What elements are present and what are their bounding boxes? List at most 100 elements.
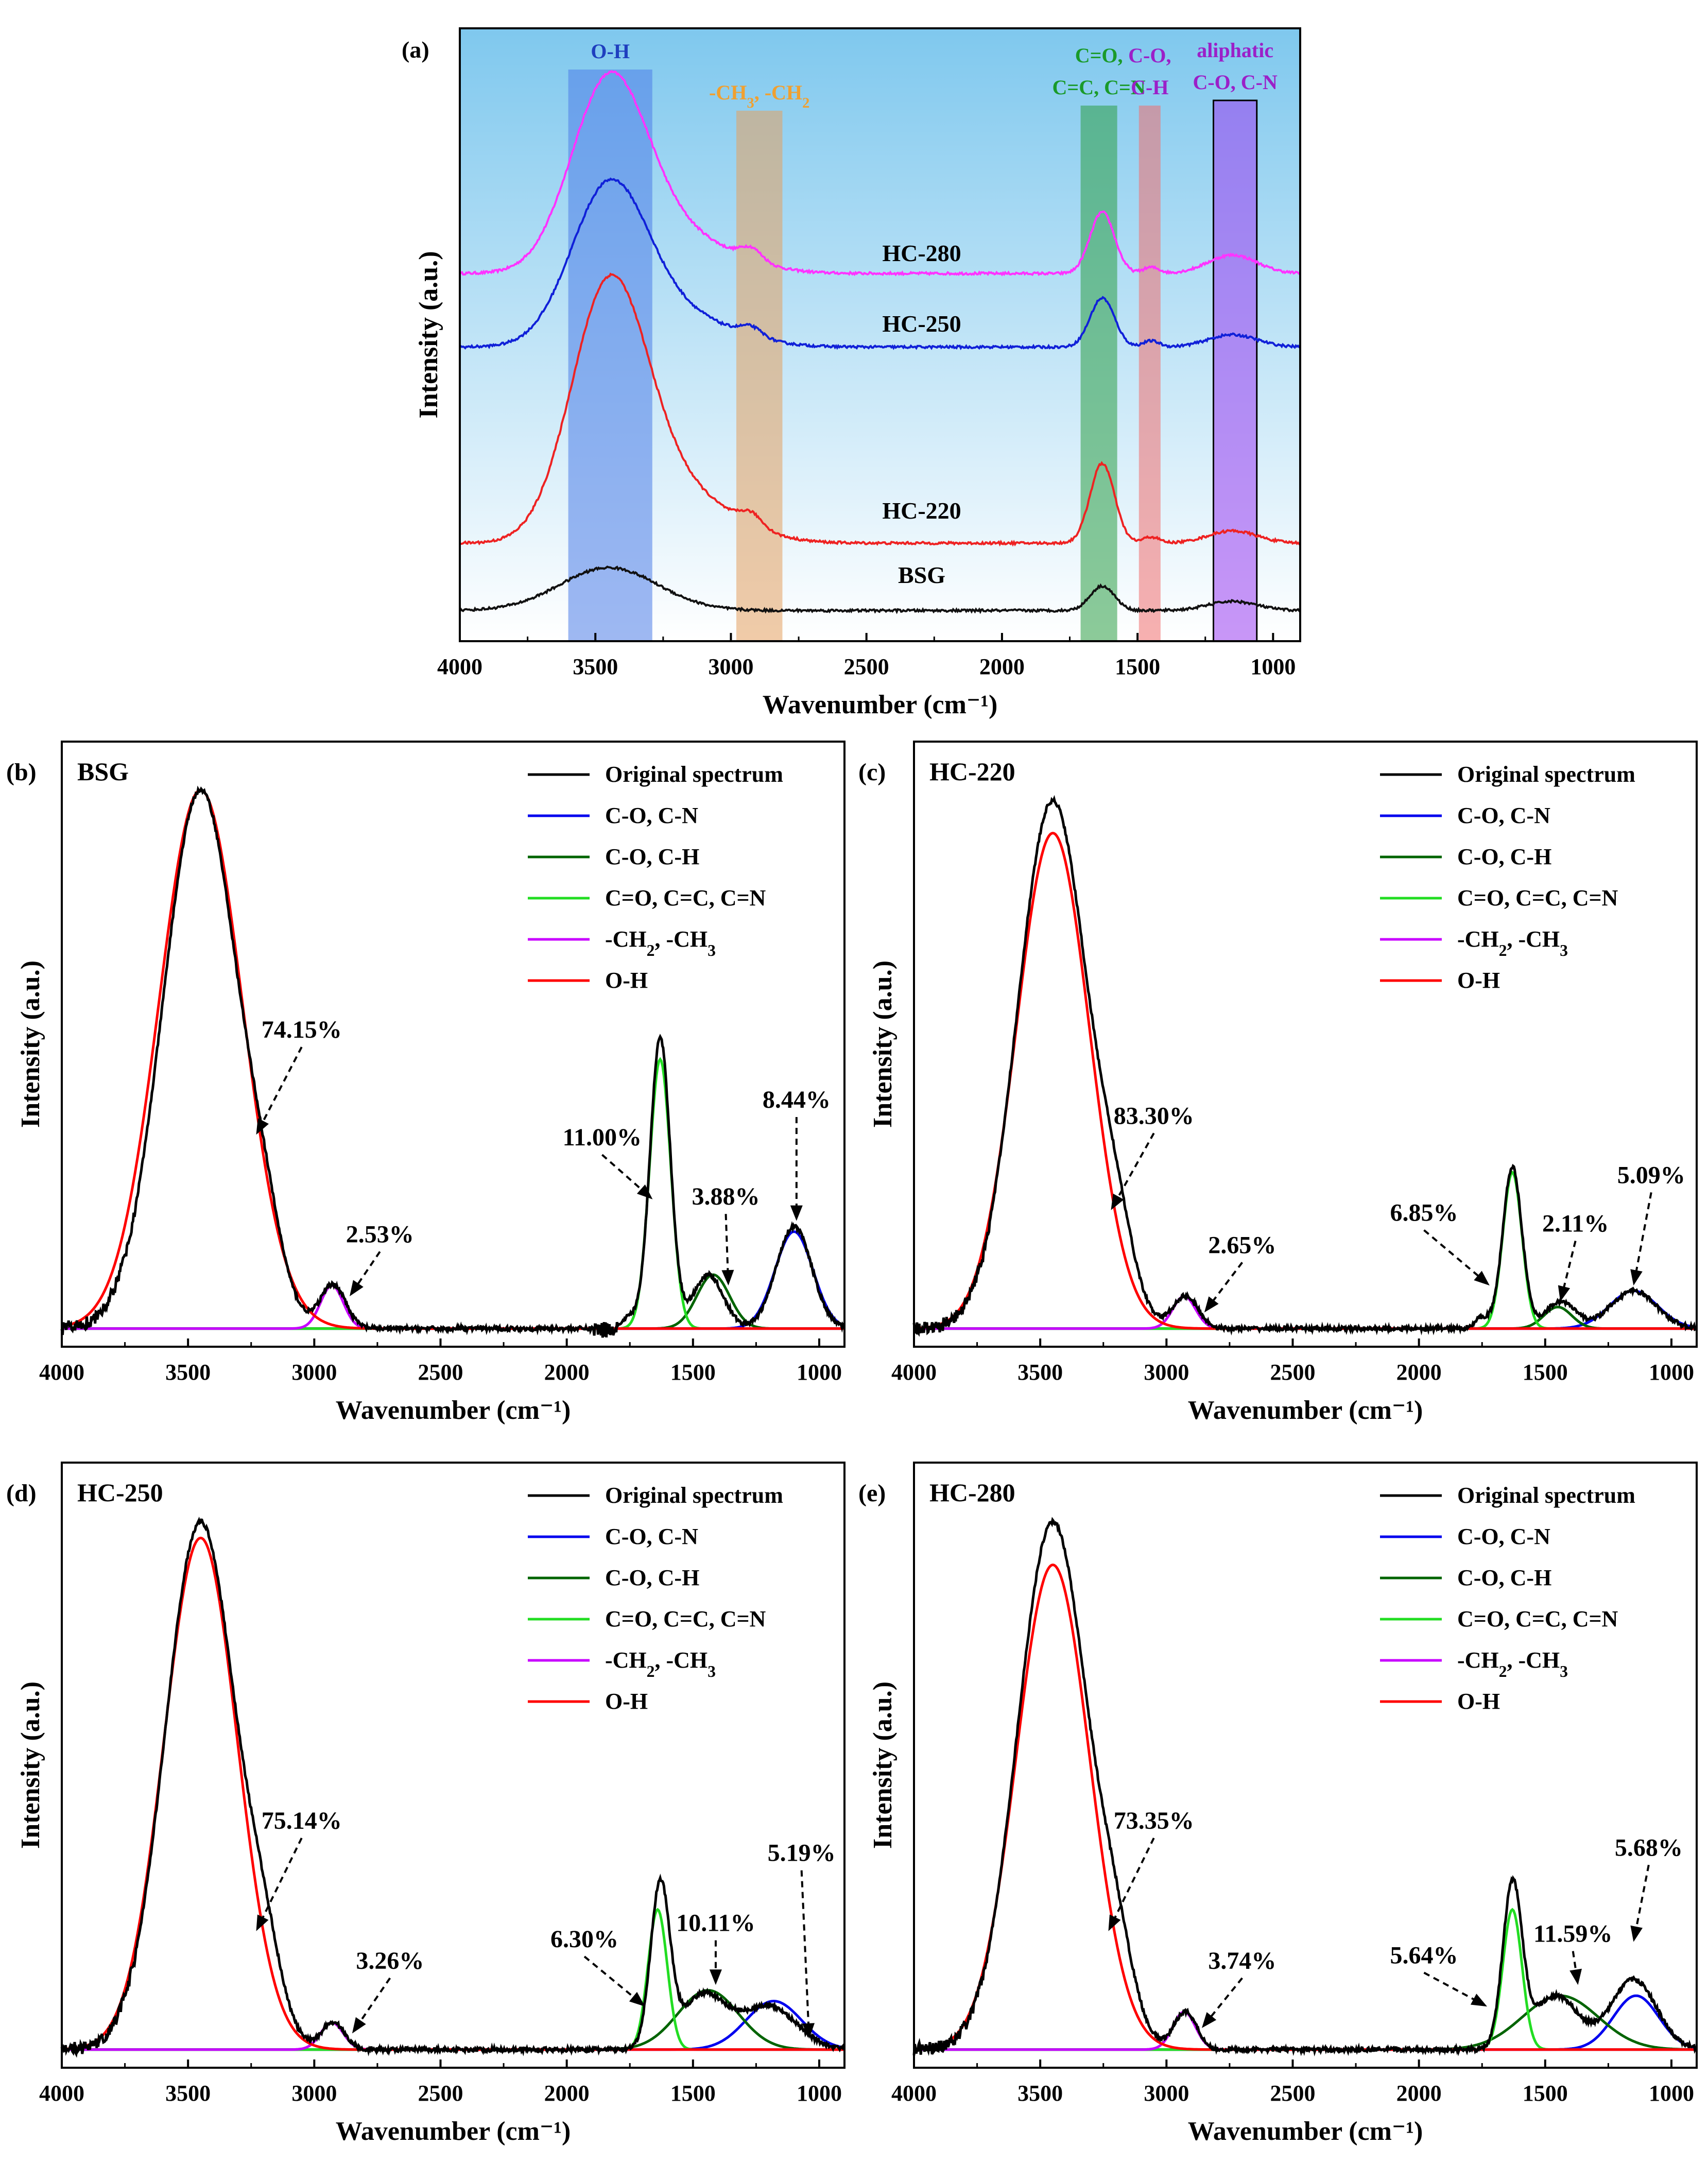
- component-coch: [62, 1989, 844, 2051]
- band-label: C-H: [1131, 76, 1168, 99]
- panel-e: 4000 3500 3000 2500 2000 1500 1000 Wavenumber (…: [858, 1462, 1698, 2146]
- x-tick-label: 4000: [891, 1360, 937, 1385]
- annotation-arrowhead: [790, 1205, 803, 1221]
- legend-label: C=O, C=C, C=N: [1457, 1606, 1618, 1632]
- annotation-arrow-line: [354, 1251, 381, 1290]
- annotation-arrow-line: [1423, 1971, 1480, 2003]
- annotation-arrow-line: [1114, 1132, 1155, 1203]
- plot-frame: [913, 1462, 1698, 2069]
- legend-label: -CH2, -CH3: [605, 926, 716, 959]
- annotation-arrowhead: [709, 1969, 722, 1985]
- percentage-annotation: 2.11%: [1542, 1210, 1609, 1238]
- x-axis-label: Wavenumber (cm⁻¹): [336, 1396, 571, 1425]
- band-1: [736, 111, 783, 641]
- band-3: [1138, 106, 1161, 641]
- annotation-arrow-line: [601, 1154, 647, 1194]
- y-axis-label: Intensity (a.u.): [868, 1681, 898, 1849]
- panel-b: 4000 3500 3000 2500 2000 1500 1000 Wavenumber (…: [6, 741, 846, 1425]
- component-coch: [914, 1994, 1697, 2051]
- x-tick-label: 1000: [1649, 1360, 1694, 1385]
- legend-label: Original spectrum: [605, 762, 783, 787]
- x-tick-label: 2000: [1396, 2081, 1442, 2106]
- x-tick-label: 1000: [797, 2081, 842, 2106]
- annotation-arrow-line: [1572, 1951, 1578, 1976]
- x-tick-label: 2500: [844, 654, 889, 679]
- annotation-arrow-line: [356, 1977, 391, 2027]
- legend-label: C=O, C=C, C=N: [1457, 885, 1618, 911]
- x-tick-label: 2500: [1270, 2081, 1315, 2106]
- x-tick-label: 3500: [573, 654, 618, 679]
- series-label: HC-220: [882, 497, 961, 524]
- percentage-annotation: 5.19%: [768, 1840, 836, 1867]
- band-label: -CH3, -CH2: [709, 81, 809, 111]
- series-line-BSG: [459, 565, 1301, 614]
- legend-label: C=O, C=C, C=N: [605, 885, 766, 911]
- annotation-arrow-line: [1111, 1838, 1155, 1924]
- annotation-arrowhead: [1630, 1925, 1643, 1942]
- annotation-arrow-line: [259, 1838, 303, 1924]
- original-spectrum-line: [60, 785, 846, 1338]
- plot-frame: [913, 741, 1698, 1348]
- x-tick-label: 4000: [39, 2081, 84, 2106]
- legend-label: C-O, C-H: [605, 844, 699, 869]
- x-tick-label: 2000: [544, 2081, 590, 2106]
- percentage-annotation: 11.59%: [1533, 1920, 1612, 1948]
- legend-label: C-O, C-N: [1457, 1524, 1550, 1549]
- panel-d: 4000 3500 3000 2500 2000 1500 1000 Wavenumber (…: [6, 1462, 846, 2146]
- series-line-HC-220: [459, 272, 1301, 547]
- x-tick-label: 4000: [891, 2081, 937, 2106]
- panel-sample-title: BSG: [77, 757, 129, 786]
- component-chch: [914, 2010, 1697, 2051]
- annotation-arrow-line: [260, 1046, 303, 1127]
- plot-frame: [61, 1462, 846, 2069]
- x-tick-label: 3500: [165, 1360, 211, 1385]
- percentage-annotation: 73.35%: [1114, 1807, 1194, 1834]
- annotation-arrowhead: [256, 1914, 269, 1931]
- legend-label: O-H: [605, 968, 648, 993]
- annotation-arrow-line: [1634, 1864, 1650, 1933]
- panel-label: (b): [6, 759, 37, 786]
- y-axis-label: Intensity (a.u.): [16, 960, 45, 1128]
- legend: Original spectrum C-O, C-N C-O, C-H C=O, C=…: [528, 1483, 783, 1714]
- annotation-arrowhead: [721, 1269, 734, 1286]
- x-tick-label: 3000: [291, 2081, 337, 2106]
- annotation-arrowhead: [350, 1280, 364, 1296]
- legend-label: Original spectrum: [1457, 762, 1635, 787]
- percentage-annotation: 83.30%: [1114, 1102, 1194, 1129]
- plot-frame: [459, 27, 1301, 642]
- x-tick-label: 2500: [1270, 1360, 1315, 1385]
- x-tick-label: 2000: [544, 1360, 590, 1385]
- legend-label: C-O, C-N: [605, 803, 698, 828]
- series-line-HC-250: [459, 177, 1301, 350]
- original-spectrum-line: [912, 1517, 1698, 2057]
- plot-frame: [61, 741, 846, 1348]
- series-line-HC-280: [459, 70, 1301, 277]
- annotation-arrow-line: [1561, 1241, 1577, 1293]
- annotation-arrow-line: [1206, 1977, 1243, 2022]
- percentage-annotation: 11.00%: [563, 1124, 642, 1151]
- y-axis-label: Intensity (a.u.): [414, 251, 443, 418]
- band-label: C=O,: [1075, 44, 1123, 67]
- panel-label: (a): [402, 37, 429, 63]
- percentage-annotation: 5.68%: [1615, 1834, 1683, 1861]
- x-tick-label: 3500: [165, 2081, 211, 2106]
- legend-label: O-H: [1457, 968, 1500, 993]
- legend-label: C-O, C-N: [1457, 803, 1550, 828]
- x-tick-label: 2500: [418, 2081, 463, 2106]
- annotation-arrowhead: [1630, 1269, 1643, 1286]
- x-tick-label: 3500: [1017, 1360, 1063, 1385]
- y-axis-label: Intensity (a.u.): [16, 1681, 45, 1849]
- percentage-annotation: 3.74%: [1208, 1947, 1276, 1975]
- x-axis-label: Wavenumber (cm⁻¹): [1188, 1396, 1423, 1425]
- percentage-annotation: 75.14%: [262, 1807, 342, 1834]
- legend-label: C=O, C=C, C=N: [605, 1606, 766, 1632]
- legend-label: -CH2, -CH3: [1457, 1647, 1568, 1680]
- percentage-annotation: 10.11%: [676, 1910, 755, 1937]
- annotation-arrowhead: [1474, 1271, 1490, 1286]
- component-cocn: [914, 1994, 1697, 2051]
- annotation-arrowhead: [1470, 1994, 1487, 2007]
- x-tick-label: 1000: [797, 1360, 842, 1385]
- legend-label: Original spectrum: [605, 1483, 783, 1508]
- percentage-annotation: 74.15%: [262, 1016, 342, 1043]
- series-label: BSG: [898, 562, 945, 588]
